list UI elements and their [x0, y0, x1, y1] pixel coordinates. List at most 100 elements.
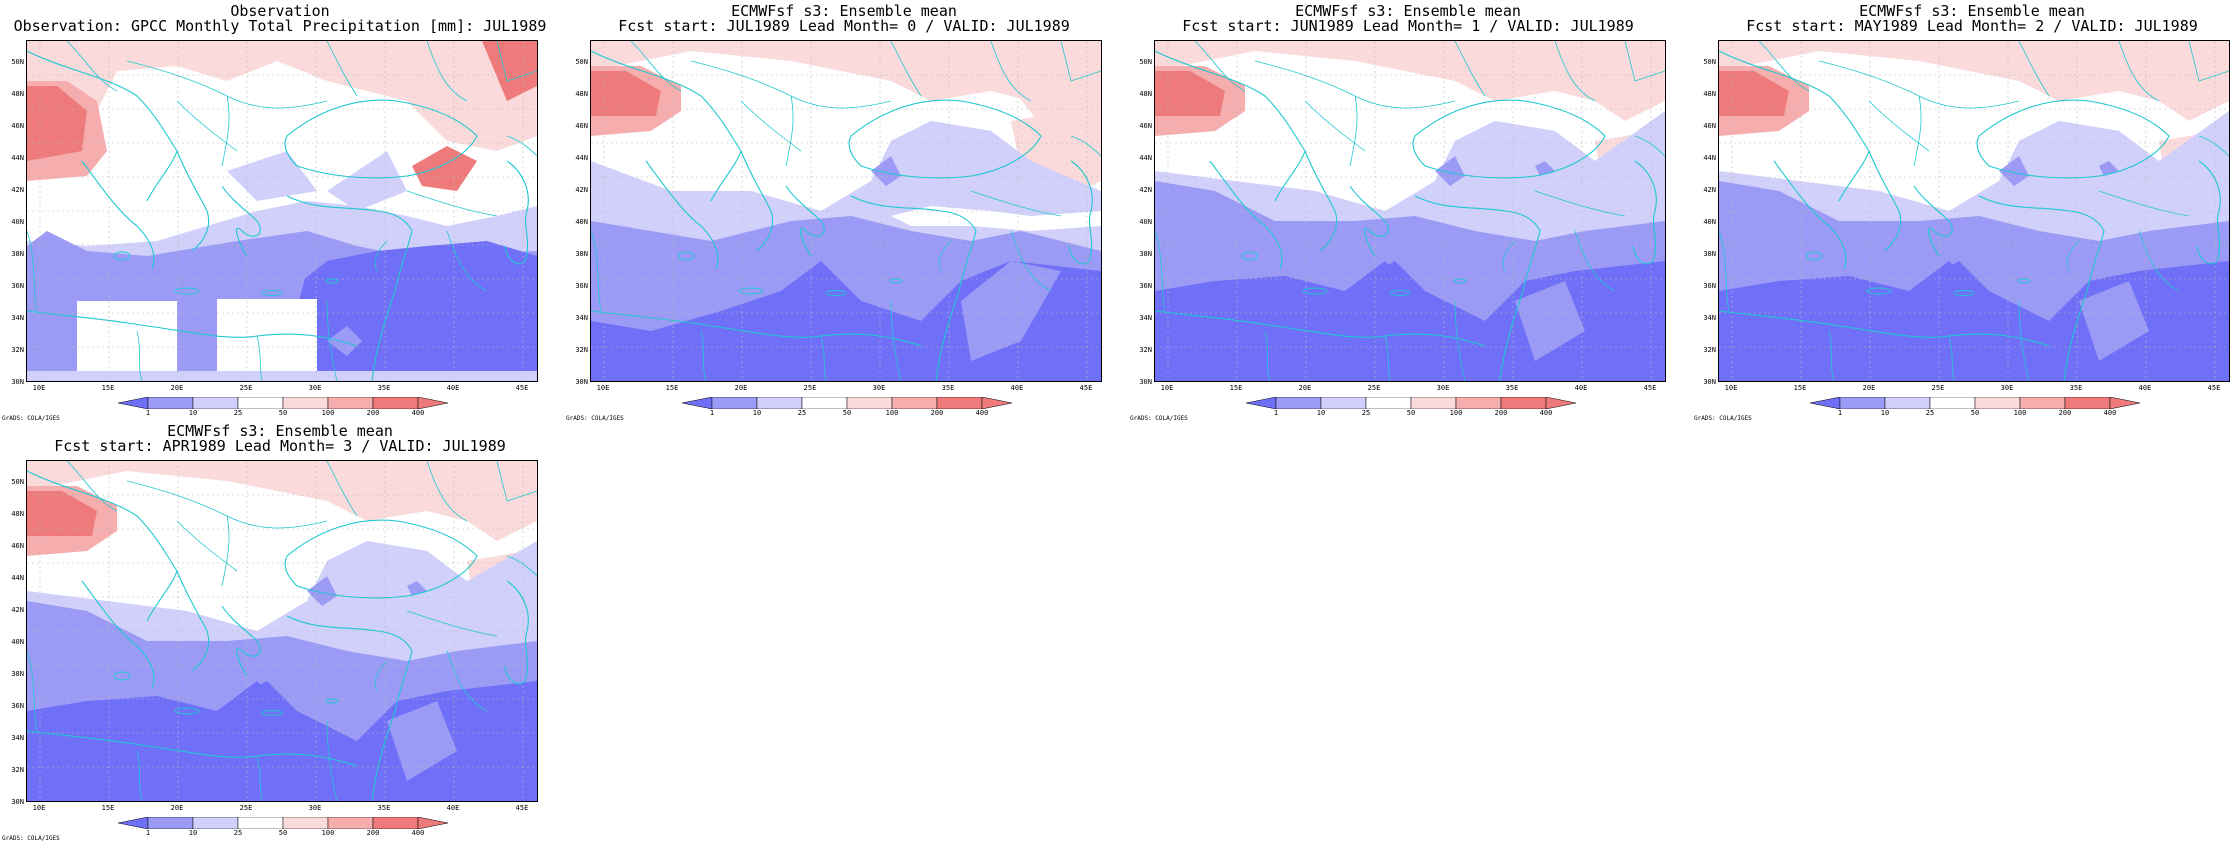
colorbar-segment [1410, 397, 1457, 409]
colorbar-segment [372, 817, 419, 829]
island [1453, 278, 1467, 284]
longitude-label: 40E [446, 804, 460, 812]
coastline [284, 99, 478, 179]
coastline [326, 461, 358, 517]
latitude-label: 50N [11, 58, 24, 66]
coastline [970, 190, 1062, 217]
island [1866, 287, 1892, 295]
colorbar [1810, 397, 2140, 409]
longitude-label: 25E [1367, 384, 1381, 392]
island [889, 278, 903, 284]
coastline [1209, 160, 1283, 270]
precip-band-1-10 [1455, 121, 1575, 201]
coastline [1719, 50, 1902, 252]
map-panel: ECMWFsf s3: Ensemble mean Fcst start: JUN… [1128, 0, 1688, 422]
panel-subtitle: Fcst start: APR1989 Lead Month= 3 / VALI… [54, 437, 506, 455]
longitude-label: 40E [2138, 384, 2152, 392]
longitude-label: 45E [2207, 384, 2221, 392]
colorbar-label: 50 [1970, 409, 1980, 417]
longitude-label: 30E [1436, 384, 1450, 392]
coastline [1838, 150, 1870, 202]
coastline [326, 300, 338, 381]
latitude-label: 36N [11, 282, 24, 290]
coastline [506, 135, 537, 157]
latitude-label: 42N [11, 606, 24, 614]
precip-band-1-10 [327, 151, 407, 211]
island [261, 710, 283, 716]
colorbar-label: 400 [1539, 409, 1553, 417]
coastline [1624, 41, 1665, 82]
colorbar-segment [1839, 397, 1886, 409]
colorbar-arrow-left [682, 397, 713, 409]
colorbar-label: 400 [411, 829, 425, 837]
latitude-label: 40N [11, 218, 24, 226]
colorbar-segment [756, 397, 803, 409]
colorbar-segment [147, 817, 194, 829]
coastline [2018, 41, 2050, 97]
coastline [426, 41, 468, 102]
precip-band-200-400 [27, 86, 87, 161]
precip-band-10-25 [2079, 281, 2149, 361]
longitude-label: 45E [1079, 384, 1093, 392]
latitude-label: 34N [11, 734, 24, 742]
colorbar-label: 200 [930, 409, 944, 417]
latitude-label: 50N [575, 58, 588, 66]
coastline [27, 310, 358, 347]
coastline [890, 41, 922, 97]
coastline [2196, 160, 2221, 265]
map-panel: ECMWFsf s3: Ensemble mean Fcst start: MAY… [1692, 0, 2240, 422]
colorbar-label: 25 [1361, 409, 1371, 417]
colorbar-label: 50 [278, 829, 288, 837]
map-area [26, 460, 538, 802]
map-panel: Observation Observation: GPCC Monthly Tot… [0, 0, 560, 422]
coastline [1574, 230, 1616, 292]
coastline [406, 190, 498, 217]
latitude-label: 46N [1139, 122, 1152, 130]
coastline [591, 50, 774, 252]
island [1953, 290, 1975, 296]
latitude-label: 34N [1703, 314, 1716, 322]
precip-band-10-25 [1435, 156, 1465, 186]
longitude-label: 10E [32, 804, 46, 812]
colorbar-label: 200 [366, 829, 380, 837]
colorbar-label: 100 [321, 829, 335, 837]
precip-band-50-100 [1155, 41, 1665, 121]
missing-data [217, 299, 317, 381]
longitude-label: 45E [1643, 384, 1657, 392]
colorbar-arrow-left [1810, 397, 1841, 409]
latitude-label: 44N [1703, 154, 1716, 162]
precip-band-10-25 [327, 326, 362, 356]
coastline [2138, 230, 2180, 292]
latitude-label: 36N [1703, 282, 1716, 290]
latitude-label: 32N [11, 346, 24, 354]
precipitation-map [1719, 41, 2229, 381]
coastline [496, 41, 537, 82]
colorbar-label: 1 [1837, 409, 1843, 417]
map-area [1154, 40, 1666, 382]
precip-band-10-25 [871, 156, 901, 186]
colorbar-segment [891, 397, 938, 409]
coastline [1976, 99, 2170, 179]
longitude-label: 30E [872, 384, 886, 392]
panel-subtitle: Fcst start: JUN1989 Lead Month= 1 / VALI… [1182, 17, 1634, 35]
coastline [1412, 99, 1606, 179]
colorbar-arrow-left [118, 397, 149, 409]
colorbar-label: 50 [842, 409, 852, 417]
coastline [27, 470, 210, 672]
coastline [1758, 41, 1810, 92]
coastline [1060, 41, 1101, 82]
precip-band-50-100 [1155, 41, 1665, 81]
coastline [1274, 150, 1306, 202]
latitude-label: 48N [1139, 90, 1152, 98]
precip-band-10-25 [387, 701, 457, 781]
precip-band-200-400 [412, 146, 477, 191]
panel-subtitle: Fcst start: JUL1989 Lead Month= 0 / VALI… [618, 17, 1070, 35]
coastline [2098, 190, 2190, 217]
island [325, 278, 339, 284]
precipitation-map [1155, 41, 1665, 381]
coastline [1554, 41, 1596, 102]
coastline [27, 650, 38, 732]
coastline [1414, 195, 1541, 381]
coastline [785, 95, 794, 167]
latitude-label: 50N [1139, 58, 1152, 66]
